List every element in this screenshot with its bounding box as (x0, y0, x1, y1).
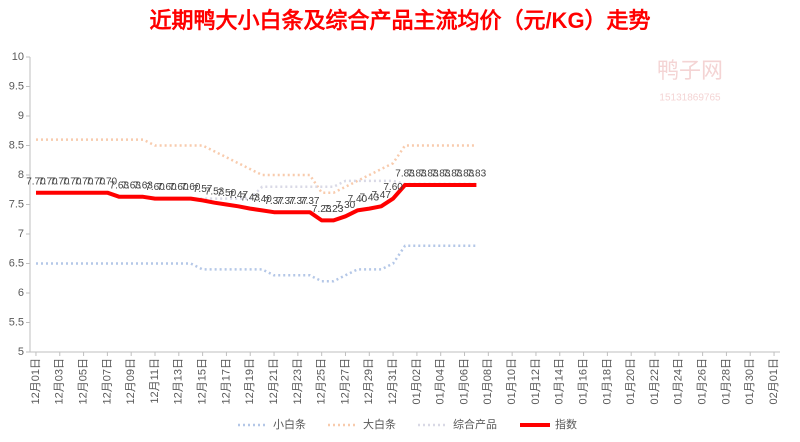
y-tick-label: 8 (18, 169, 24, 181)
x-tick-label: 12月13日 (173, 358, 185, 404)
y-tick-label: 6 (18, 287, 24, 299)
x-tick-label: 01月28日 (720, 358, 732, 404)
x-tick-label: 01月12日 (530, 358, 542, 404)
data-label: 7.37 (300, 196, 320, 207)
data-label: 7.43 (241, 192, 261, 203)
y-tick-label: 6.5 (9, 257, 24, 269)
x-tick-label: 01月08日 (482, 358, 494, 404)
x-tick-label: 12月07日 (101, 358, 113, 404)
data-label: 7.70 (62, 176, 82, 187)
data-label: 7.83 (419, 169, 439, 180)
y-tick-label: 9.5 (9, 80, 24, 92)
data-label: 7.83 (455, 169, 475, 180)
data-label: 7.23 (324, 204, 344, 215)
data-label: 7.37 (276, 196, 296, 207)
data-label: 7.70 (38, 176, 58, 187)
data-label: 7.70 (26, 176, 46, 187)
data-label: 7.40 (348, 194, 368, 205)
data-label: 7.63 (110, 180, 130, 191)
x-tick-label: 01月16日 (577, 358, 589, 404)
x-tick-label: 12月19日 (244, 358, 256, 404)
y-tick-label: 5 (18, 346, 24, 358)
legend-label: 综合产品 (453, 417, 497, 431)
y-tick-label: 7.5 (9, 198, 24, 210)
data-label: 7.70 (98, 176, 118, 187)
y-tick-label: 9 (18, 110, 24, 122)
x-tick-label: 12月01日 (30, 358, 42, 404)
data-label: 7.50 (217, 188, 237, 199)
x-tick-label: 12月11日 (149, 358, 161, 404)
y-tick-label: 10 (12, 51, 24, 63)
x-tick-label: 01月18日 (601, 358, 613, 404)
x-tick-label: 12月27日 (339, 358, 351, 404)
y-tick-label: 8.5 (9, 139, 24, 151)
legend-label: 大白条 (363, 417, 396, 431)
series-line (36, 183, 477, 223)
x-tick-label: 01月06日 (458, 358, 470, 404)
x-tick-label: 12月23日 (292, 358, 304, 404)
x-tick-label: 01月02日 (411, 358, 423, 404)
x-tick-label: 12月09日 (125, 358, 137, 404)
x-tick-label: 02月01日 (768, 358, 780, 404)
data-label: 7.57 (193, 184, 213, 195)
data-label: 7.70 (86, 176, 106, 187)
data-label: 7.83 (443, 169, 463, 180)
x-tick-label: 01月26日 (697, 358, 709, 404)
x-tick-label: 12月03日 (54, 358, 66, 404)
x-tick-label: 12月15日 (197, 358, 209, 404)
x-tick-label: 01月14日 (554, 358, 566, 404)
data-label: 7.63 (121, 180, 141, 191)
data-label: 7.30 (336, 200, 356, 211)
x-tick-label: 12月21日 (268, 358, 280, 404)
legend-label: 小白条 (273, 417, 306, 431)
y-tick-label: 7 (18, 228, 24, 240)
series-line (36, 244, 477, 283)
data-label: 7.60 (169, 182, 189, 193)
x-tick-label: 12月29日 (363, 358, 375, 404)
data-label: 7.70 (74, 176, 94, 187)
data-label: 7.60 (181, 182, 201, 193)
data-label: 7.83 (395, 169, 415, 180)
data-label: 7.53 (205, 186, 225, 197)
x-tick-label: 01月30日 (744, 358, 756, 404)
legend-label: 指数 (555, 417, 577, 431)
data-label: 7.37 (288, 196, 308, 207)
data-label: 7.63 (133, 180, 153, 191)
data-label: 7.47 (371, 190, 391, 201)
watermark: 15131869765 (659, 93, 721, 104)
data-label: 7.40 (252, 194, 272, 205)
data-label: 7.60 (157, 182, 177, 193)
data-label: 7.43 (360, 192, 380, 203)
watermark: 鸭子网 (657, 58, 723, 83)
y-tick-label: 5.5 (9, 316, 24, 328)
data-label: 7.83 (467, 169, 487, 180)
data-label: 7.37 (264, 196, 284, 207)
x-tick-label: 01月04日 (435, 358, 447, 404)
data-label: 7.60 (383, 182, 403, 193)
x-tick-label: 12月05日 (77, 358, 89, 404)
chart-title: 近期鸭大小白条及综合产品主流均价（元/KG）走势 (149, 8, 650, 33)
x-tick-label: 01月24日 (673, 358, 685, 404)
x-tick-label: 01月20日 (625, 358, 637, 404)
x-tick-label: 01月10日 (506, 358, 518, 404)
data-label: 7.23 (312, 204, 332, 215)
data-label: 7.60 (145, 182, 165, 193)
x-tick-label: 01月22日 (649, 358, 661, 404)
x-tick-label: 12月25日 (316, 358, 328, 404)
x-tick-label: 12月17日 (220, 358, 232, 404)
data-label: 7.83 (431, 169, 451, 180)
x-tick-label: 12月31日 (387, 358, 399, 404)
data-label: 7.47 (229, 190, 249, 201)
data-label: 7.83 (407, 169, 427, 180)
data-label: 7.70 (50, 176, 70, 187)
